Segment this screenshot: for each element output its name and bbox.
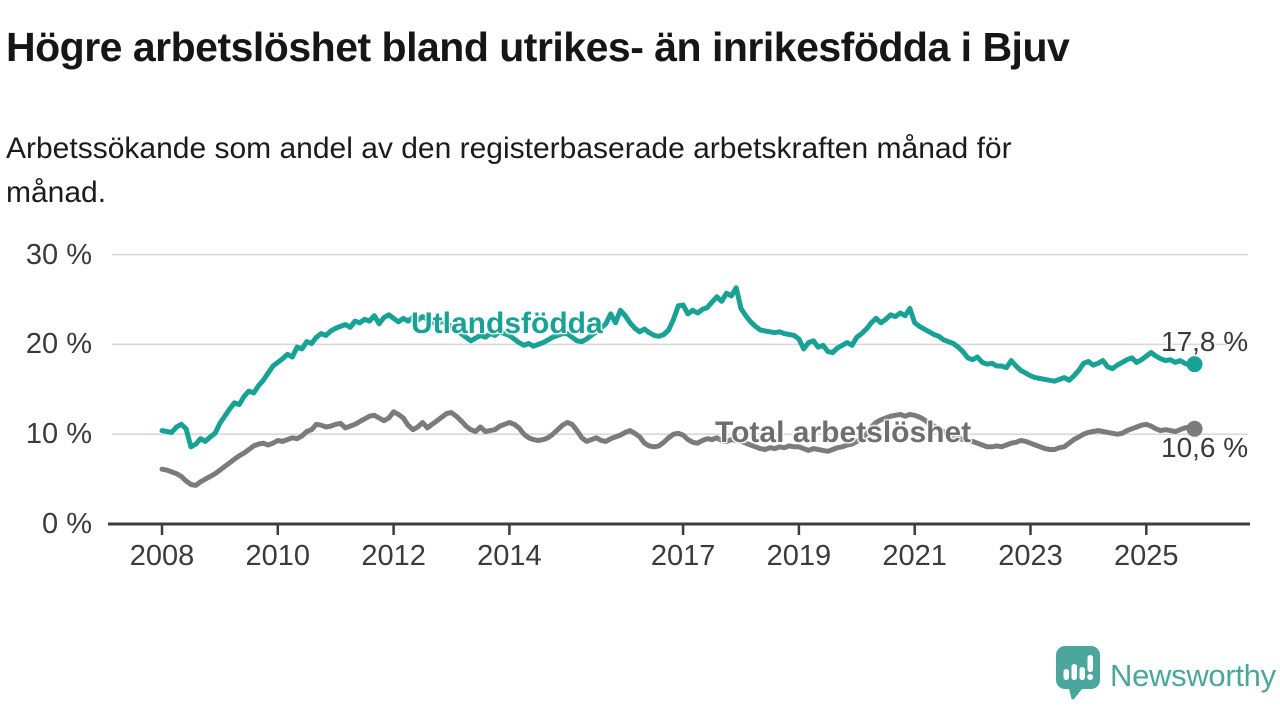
y-tick-label-0: 0 % [42, 508, 92, 540]
page-title: Högre arbetslöshet bland utrikes- än inr… [6, 24, 1070, 70]
x-tick-label-2017: 2017 [650, 540, 716, 572]
subtitle-line-1: Arbetssökande som andel av den registerb… [6, 132, 1012, 165]
x-tick-label-2010: 2010 [245, 540, 311, 572]
x-tick-label-2023: 2023 [998, 540, 1063, 572]
series-end-dot-2 [1186, 420, 1203, 437]
y-tick-label-30: 30 % [25, 238, 92, 271]
x-tick-label-2014: 2014 [477, 540, 542, 572]
newsworthy-logo[interactable]: Newsworthy [1054, 644, 1276, 707]
series-line-1 [159, 285, 1197, 450]
page-subtitle: Arbetssökande som andel av den registerb… [6, 127, 1012, 215]
x-tick-label-2008: 2008 [129, 540, 195, 572]
newsworthy-logo-icon [1054, 644, 1102, 707]
series-line-2 [159, 409, 1197, 488]
x-tick-label-2019: 2019 [766, 540, 832, 572]
series-end-dot-1 [1186, 356, 1203, 373]
x-tick-label-2021: 2021 [882, 540, 947, 572]
y-tick-label-20: 20 % [25, 328, 92, 361]
y-tick-label-10: 10 % [25, 418, 92, 451]
subtitle-line-2: månad. [6, 176, 107, 209]
end-value-label-total-arbetsloshet: 10,6 % [1161, 432, 1249, 463]
newsworthy-logo-text: Newsworthy [1110, 657, 1276, 693]
series-label-utlandsfodda: Utlandsfödda [411, 307, 603, 340]
series-label-total-arbetsloshet: Total arbetslöshet [715, 416, 972, 449]
x-tick-label-2025: 2025 [1114, 540, 1179, 572]
end-value-label-utlandsfodda: 17,8 % [1161, 326, 1249, 357]
x-tick-label-2012: 2012 [361, 540, 426, 572]
